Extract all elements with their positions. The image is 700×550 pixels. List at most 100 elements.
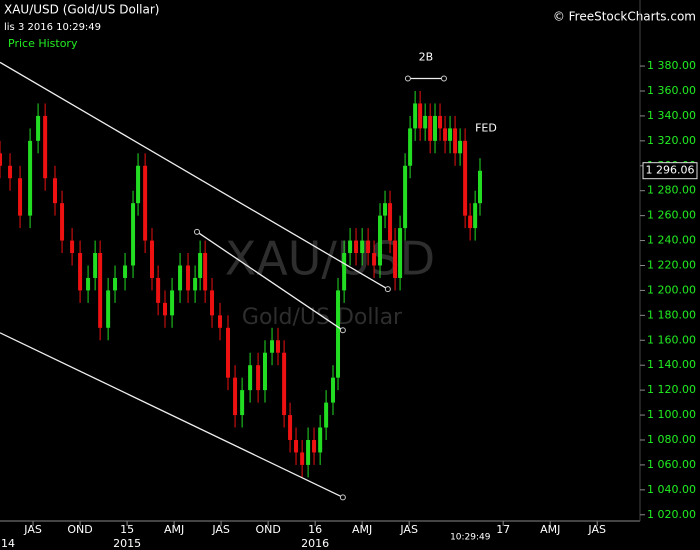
y-tick-label: 1 340.00 — [647, 109, 696, 122]
candle-body — [463, 140, 468, 216]
y-tick-label: 1 140.00 — [647, 358, 696, 371]
x-tick-label: AMJ — [352, 523, 372, 536]
year-label: 2015 — [113, 537, 141, 550]
annotation: FED — [475, 121, 497, 134]
candle-body — [143, 165, 148, 241]
y-tick-label: 1 120.00 — [647, 383, 696, 396]
x-tick-label: 16 — [308, 523, 322, 536]
y-tick-label: 1 280.00 — [647, 184, 696, 197]
candle-body — [423, 115, 428, 129]
y-tick-label: 1 380.00 — [647, 59, 696, 72]
candle-body — [93, 253, 98, 278]
trend-handle — [193, 228, 200, 235]
trend-handle — [339, 494, 346, 501]
y-tick-label: 1 100.00 — [647, 408, 696, 421]
y-tick-label: 1 060.00 — [647, 458, 696, 471]
candle-body — [198, 253, 203, 278]
candle-body — [372, 253, 377, 266]
chart-title: XAU/USD (Gold/US Dollar) — [4, 3, 159, 17]
candle-body — [163, 302, 168, 316]
candle-body — [294, 439, 299, 453]
candle-body — [336, 290, 341, 378]
x-tick-label: JAS — [211, 523, 230, 536]
candle-body — [324, 402, 329, 428]
trend-line — [0, 332, 344, 498]
candle-body — [300, 452, 305, 465]
last-price-label: 1 296.06 — [646, 164, 695, 177]
candle-body — [366, 240, 371, 254]
trend-handle — [404, 75, 411, 82]
timestamp: lis 3 2016 10:29:49 — [4, 22, 101, 33]
y-tick-label: 1 360.00 — [647, 84, 696, 97]
x-tick-label: 17 — [496, 523, 510, 536]
x-tick-label: AMJ — [540, 523, 560, 536]
candle-body — [398, 228, 403, 278]
candle-body — [288, 415, 293, 440]
candle-body — [43, 115, 48, 179]
candle-body — [203, 253, 208, 291]
candle-body — [360, 240, 365, 254]
x-tick-label: OND — [67, 523, 92, 536]
candle-body — [468, 215, 473, 229]
candle-body — [53, 178, 58, 204]
y-tick-label: 1 200.00 — [647, 283, 696, 296]
candle-body — [388, 203, 393, 241]
candle-body — [18, 178, 23, 216]
x-tick-label: JAS — [399, 523, 418, 536]
candle-body — [226, 327, 231, 378]
candle-body — [433, 115, 438, 141]
trend-handle — [440, 75, 447, 82]
trend-handle — [384, 286, 391, 293]
y-tick-label: 1 180.00 — [647, 308, 696, 321]
candle-body — [218, 315, 223, 328]
x-tick-label: JAS — [23, 523, 42, 536]
candle-body — [282, 352, 287, 416]
candle-body — [256, 365, 261, 391]
candle-body — [473, 203, 478, 229]
candle-body — [150, 240, 155, 278]
candle-body — [36, 115, 41, 141]
candle-body — [348, 240, 353, 254]
y-tick-label: 1 040.00 — [647, 483, 696, 496]
y-tick-label: 1 220.00 — [647, 258, 696, 271]
year-label: 14 — [1, 537, 15, 550]
candle-body — [413, 103, 418, 129]
candle-body — [270, 340, 275, 353]
y-tick-label: 1 020.00 — [647, 508, 696, 521]
copyright: © FreeStockCharts.com — [553, 10, 696, 24]
candle-body — [478, 170, 482, 204]
y-tick-label: 1 160.00 — [647, 333, 696, 346]
x-tick-label: JAS — [587, 523, 606, 536]
candle-body — [131, 203, 136, 266]
candle-body — [70, 240, 75, 254]
x-tick-label: AMJ — [164, 523, 184, 536]
candle-body — [240, 390, 245, 416]
candle-body — [60, 203, 65, 241]
candle-body — [248, 365, 253, 391]
y-tick-label: 1 080.00 — [647, 433, 696, 446]
candle-body — [448, 128, 453, 141]
y-tick-label: 1 260.00 — [647, 209, 696, 222]
trend-line — [0, 61, 389, 290]
candle-body — [233, 377, 238, 416]
candle-body — [86, 277, 91, 291]
candle-body — [186, 265, 191, 291]
candle-body — [331, 377, 336, 403]
year-label: 2016 — [301, 537, 329, 550]
candle-body — [123, 265, 128, 278]
candle-body — [378, 215, 383, 266]
candle-body — [342, 253, 347, 291]
candle-body — [0, 153, 2, 166]
candle-body — [113, 277, 118, 291]
candle-body — [193, 277, 198, 291]
candle-body — [8, 165, 13, 179]
annotation: 2B — [419, 50, 434, 63]
candle-body — [262, 352, 267, 391]
candle-body — [393, 240, 398, 278]
candle-body — [170, 290, 175, 316]
y-tick-label: 1 240.00 — [647, 234, 696, 247]
y-tick-label: 1 320.00 — [647, 134, 696, 147]
candle-body — [443, 128, 448, 141]
candle-body — [106, 290, 111, 328]
